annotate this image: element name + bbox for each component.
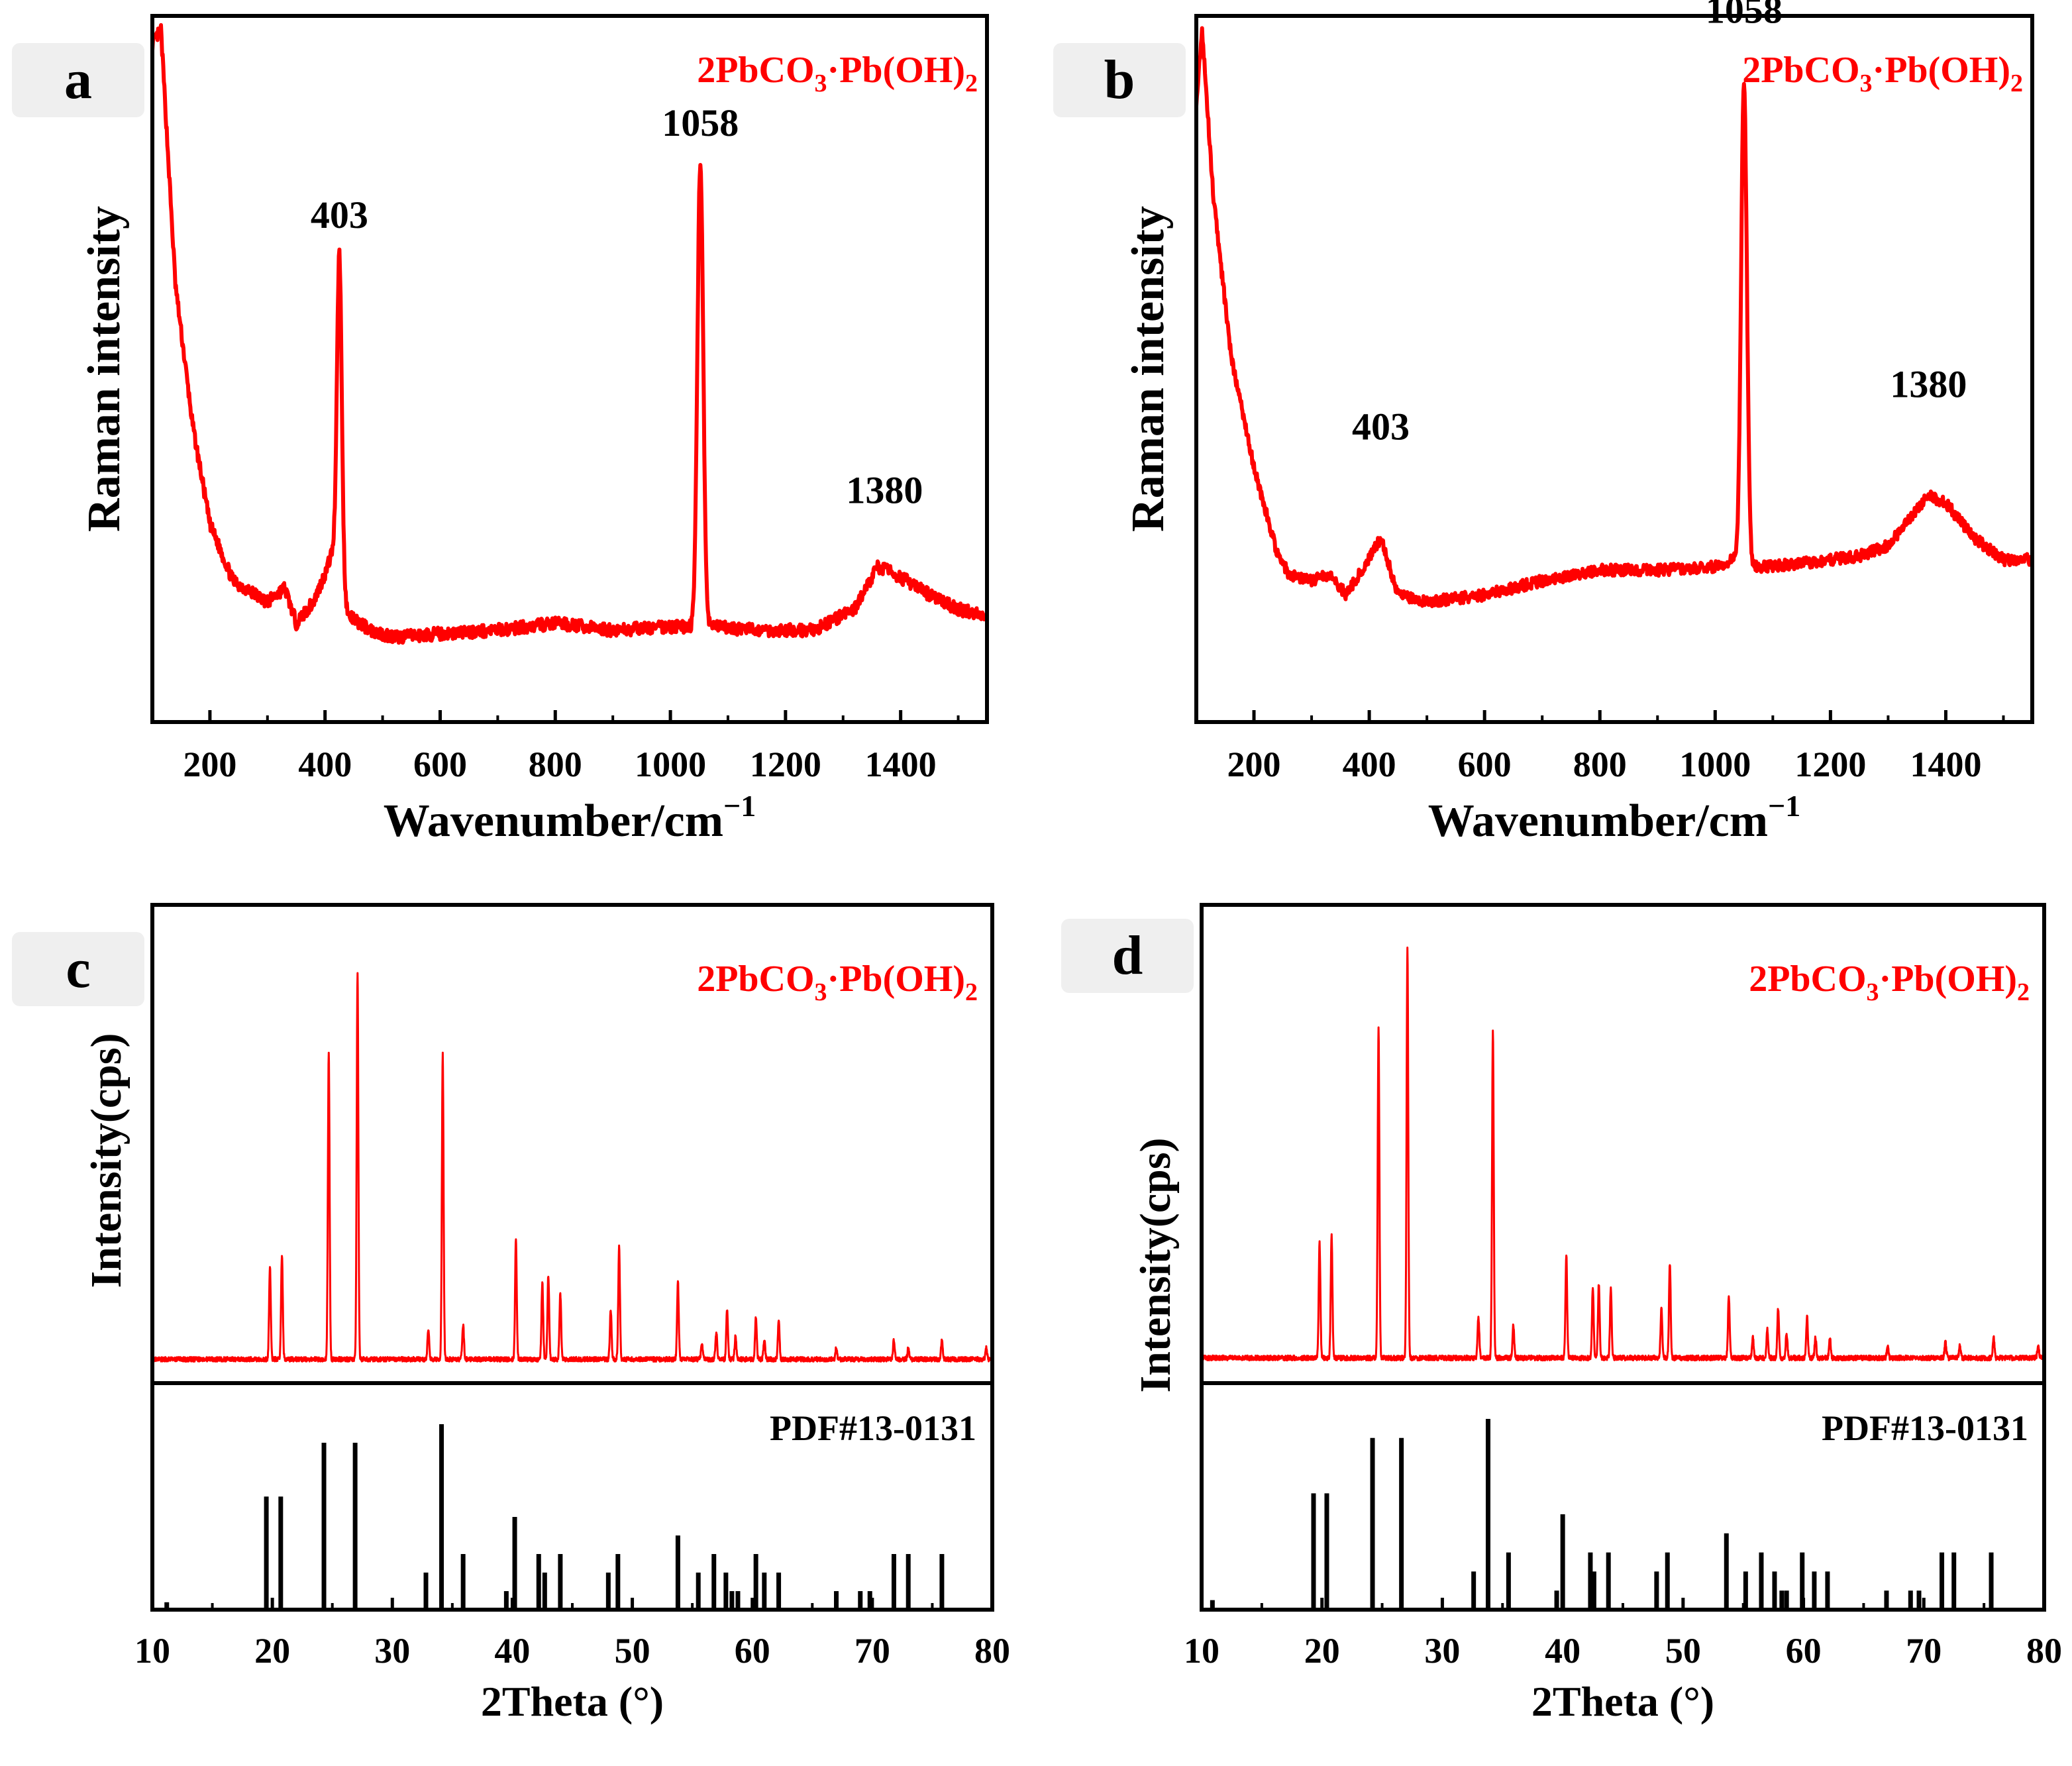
y-axis-label: Intensity(cps) xyxy=(82,1033,130,1288)
formula-label: 2PbCO3·Pb(OH)2 xyxy=(1742,50,2023,97)
y-axis-label: Raman intensity xyxy=(79,206,130,532)
panel-letter-box xyxy=(1061,919,1194,993)
peak-label: 1380 xyxy=(846,469,923,512)
plot-frame xyxy=(150,14,989,724)
x-tick-label: 60 xyxy=(735,1631,770,1671)
x-tick-label: 800 xyxy=(529,745,582,784)
panel-letter: c xyxy=(66,938,90,1000)
panel-letter-box xyxy=(12,43,144,117)
panel-letter: d xyxy=(1112,925,1143,986)
reference-label: PDF#13-0131 xyxy=(1822,1408,2028,1448)
x-tick-label: 40 xyxy=(494,1631,530,1671)
x-tick-label: 1400 xyxy=(1910,745,1981,784)
x-tick-label: 1200 xyxy=(750,745,821,784)
x-tick-label: 800 xyxy=(1573,745,1627,784)
plot-frame xyxy=(1194,14,2034,724)
panel-letter: a xyxy=(64,49,92,111)
formula-label: 2PbCO3·Pb(OH)2 xyxy=(697,959,978,1006)
peak-label: 403 xyxy=(311,193,368,236)
panel-letter-box xyxy=(1053,43,1186,117)
xrd-pattern-line xyxy=(151,972,994,1363)
x-tick-label: 20 xyxy=(1304,1631,1340,1671)
raman-panel-a: 20040060080010001200140017340310581380Wa… xyxy=(12,14,989,847)
xrd-panel-c: 10 20 30 40 50 60 70 80 2Theta (°) Intensity(cps)… xyxy=(12,903,1010,1725)
y-axis-label: Raman intensity xyxy=(1123,206,1174,532)
x-axis-label: Wavenumber/cm−1 xyxy=(1428,789,1801,847)
x-tick-label: 80 xyxy=(2026,1631,2062,1671)
x-tick-label: 1200 xyxy=(1794,745,1866,784)
x-tick-label: 200 xyxy=(1227,745,1281,784)
x-tick-label: 70 xyxy=(1906,1631,1942,1671)
panel-letter-box xyxy=(12,932,144,1006)
reference-label: PDF#13-0131 xyxy=(770,1408,976,1448)
x-tick-label: 70 xyxy=(855,1631,890,1671)
x-tick-label: 80 xyxy=(974,1631,1010,1671)
x-tick-label: 200 xyxy=(183,745,236,784)
xrd-panel-d: 10 20 30 40 50 60 70 80 2Theta (°) Intensity(cps)… xyxy=(1061,903,2062,1725)
x-tick-label: 400 xyxy=(1343,745,1396,784)
x-tick-label: 30 xyxy=(374,1631,410,1671)
x-tick-label: 400 xyxy=(298,745,352,784)
peak-label: 1058 xyxy=(662,101,739,144)
x-tick-label: 50 xyxy=(615,1631,650,1671)
panel-letter: b xyxy=(1104,49,1135,111)
raman-spectrum-line xyxy=(150,23,989,645)
x-tick-label: 1000 xyxy=(635,745,706,784)
x-tick-label: 50 xyxy=(1665,1631,1701,1671)
x-tick-label: 600 xyxy=(1458,745,1512,784)
x-tick-label: 1400 xyxy=(865,745,937,784)
x-tick-label: 10 xyxy=(134,1631,170,1671)
xrd-pattern-line xyxy=(1200,947,2046,1362)
y-axis-label: Intensity(cps) xyxy=(1131,1137,1180,1392)
formula-label: 2PbCO3·Pb(OH)2 xyxy=(1749,959,2030,1006)
x-axis-label: 2Theta (°) xyxy=(1531,1678,1714,1725)
x-tick-label: 20 xyxy=(254,1631,290,1671)
x-tick-label: 40 xyxy=(1545,1631,1580,1671)
x-tick-label: 60 xyxy=(1786,1631,1822,1671)
x-tick-label: 1000 xyxy=(1679,745,1751,784)
peak-label: 403 xyxy=(1352,405,1410,448)
x-tick-label: 10 xyxy=(1184,1631,1219,1671)
formula-label: 2PbCO3·Pb(OH)2 xyxy=(697,50,978,97)
x-axis-label: Wavenumber/cm−1 xyxy=(384,789,756,847)
x-tick-label: 30 xyxy=(1424,1631,1460,1671)
x-axis-label: 2Theta (°) xyxy=(481,1678,664,1725)
raman-spectrum-line xyxy=(1194,26,2034,609)
raman-panel-b: 20040060080010001200140017340310581380Wa… xyxy=(1053,0,2034,847)
x-tick-label: 600 xyxy=(413,745,467,784)
peak-label: 1058 xyxy=(1706,0,1783,32)
peak-label: 1380 xyxy=(1890,363,1967,406)
